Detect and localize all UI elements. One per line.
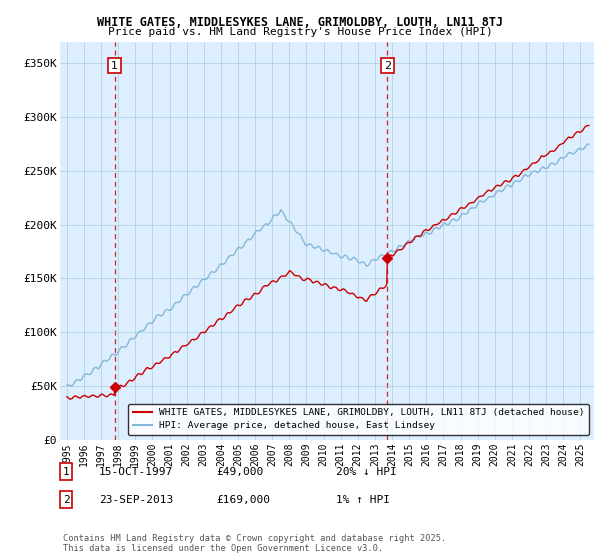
- Legend: WHITE GATES, MIDDLESYKES LANE, GRIMOLDBY, LOUTH, LN11 8TJ (detached house), HPI:: WHITE GATES, MIDDLESYKES LANE, GRIMOLDBY…: [128, 404, 589, 435]
- Text: WHITE GATES, MIDDLESYKES LANE, GRIMOLDBY, LOUTH, LN11 8TJ: WHITE GATES, MIDDLESYKES LANE, GRIMOLDBY…: [97, 16, 503, 29]
- Text: 2: 2: [384, 60, 391, 71]
- Text: 1: 1: [62, 466, 70, 477]
- Text: 15-OCT-1997: 15-OCT-1997: [99, 466, 173, 477]
- Text: Price paid vs. HM Land Registry's House Price Index (HPI): Price paid vs. HM Land Registry's House …: [107, 27, 493, 37]
- Text: 2: 2: [62, 494, 70, 505]
- Text: Contains HM Land Registry data © Crown copyright and database right 2025.
This d: Contains HM Land Registry data © Crown c…: [63, 534, 446, 553]
- Text: £49,000: £49,000: [216, 466, 263, 477]
- Text: 20% ↓ HPI: 20% ↓ HPI: [336, 466, 397, 477]
- Text: £169,000: £169,000: [216, 494, 270, 505]
- Text: 1: 1: [111, 60, 118, 71]
- Text: 1% ↑ HPI: 1% ↑ HPI: [336, 494, 390, 505]
- Text: 23-SEP-2013: 23-SEP-2013: [99, 494, 173, 505]
